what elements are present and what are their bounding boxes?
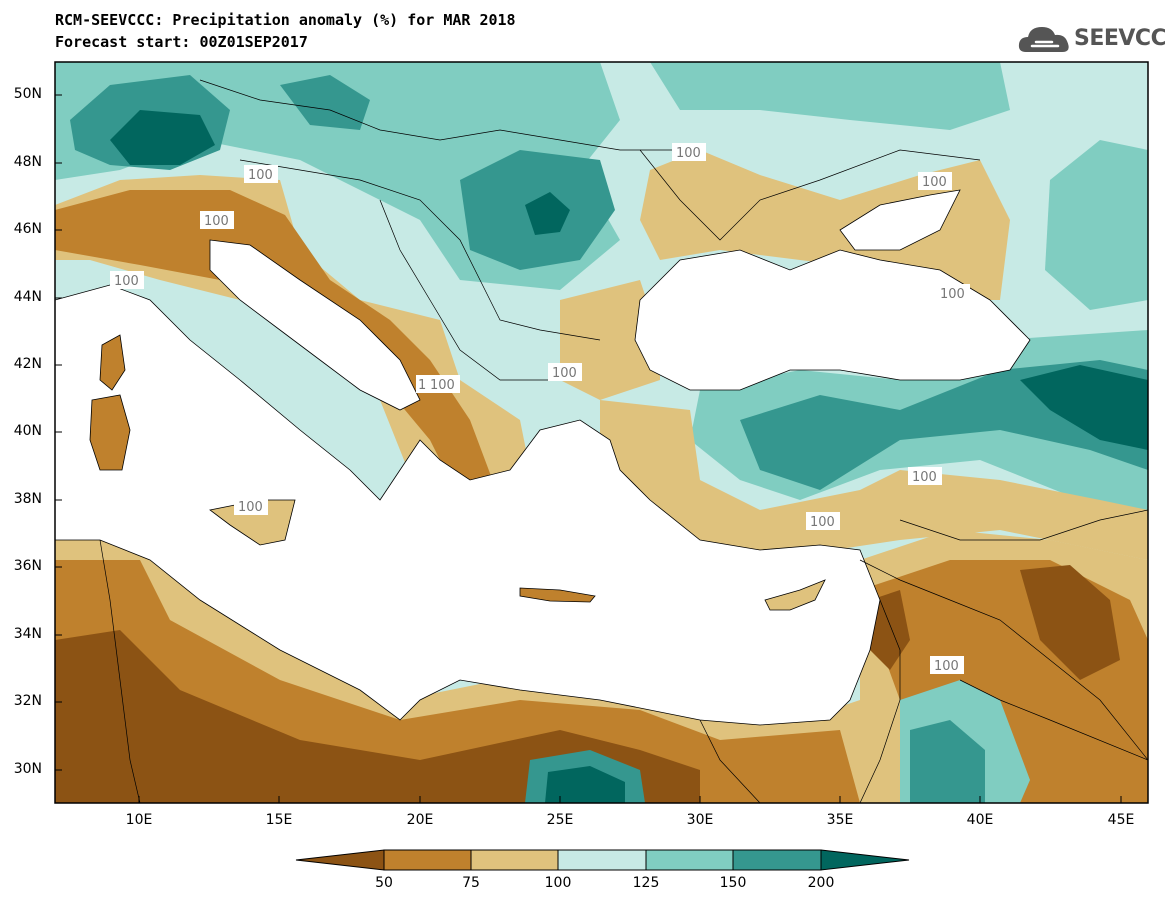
lat-label: 48N [13,154,42,170]
crete-island [519,587,596,603]
contour-label: 100 [114,274,139,289]
map-title: RCM-SEEVCCC: Precipitation anomaly (%) f… [55,11,516,29]
lon-label: 15E [265,812,293,828]
contour-label: 100 [912,470,937,485]
lat-label: 40N [13,423,42,439]
contour-label: 100 [676,146,701,161]
lat-label: 30N [13,761,42,777]
colorbar [295,849,910,871]
contour-labels: 100 100 100 100 100 100 100 100 100 100 … [110,143,970,674]
colorbar-label: 150 [719,875,747,891]
colorbar-segment-125-150 [645,849,734,871]
anomaly-region-wet-150 [910,720,985,803]
cloud-logo-icon [1018,27,1069,52]
colorbar-segment-100-125 [557,849,647,871]
anomaly-region-wet-200 [545,766,625,803]
contour-label: 100 [204,214,229,229]
lon-label: 25E [546,812,574,828]
lon-label: 30E [686,812,714,828]
forecast-start-label: Forecast start: 00Z01SEP2017 [55,33,308,51]
lat-label: 34N [13,626,42,642]
lat-label: 32N [13,693,42,709]
contour-label: 100 [552,366,577,381]
contour-label: 100 [810,515,835,530]
contour-label: 100 [248,168,273,183]
anomaly-region-dry-25 [1020,565,1120,680]
lat-label: 38N [13,491,42,507]
colorbar-segment-150-200 [732,849,822,871]
lat-label: 44N [13,289,42,305]
colorbar-label: 50 [375,875,393,891]
contour-label: 100 [922,175,947,190]
lat-label: 42N [13,356,42,372]
anomaly-region-wet-125 [650,62,1010,130]
lat-label: 46N [13,221,42,237]
contour-label: 100 [430,378,455,393]
lon-label: 35E [826,812,854,828]
lon-label: 10E [125,812,153,828]
seevccc-logo: SEEVCCC [1018,22,1165,56]
colorbar-label: 125 [632,875,660,891]
logo-text: SEEVCCC [1074,26,1165,51]
corsica-island [99,334,126,391]
adriatic-sea [209,239,421,411]
colorbar-segment-50-75 [383,849,472,871]
colorbar-label: 100 [544,875,572,891]
colorbar-segment-above-200 [820,849,910,871]
anomaly-region-wet-150 [280,75,370,130]
lat-label: 50N [13,86,42,102]
axis-ticks [55,94,1122,803]
lon-label: 40E [966,812,994,828]
country-borders [99,79,1148,803]
anomaly-region-wet-200 [1020,365,1148,450]
cyprus-island [764,579,826,611]
colorbar-segment-75-100 [470,849,559,871]
contour-label: 100 [238,500,263,515]
anomaly-region-wet-125 [1045,140,1148,310]
sardinia-island [89,394,131,471]
colorbar-label: 200 [807,875,835,891]
mediterranean-sea [55,284,881,726]
black-sea [634,249,1031,391]
anomaly-region-dry-75 [600,400,1148,560]
lon-label: 20E [406,812,434,828]
sea-of-azov [839,189,961,251]
anomaly-region-wet-200 [525,192,570,235]
contour-label: 100 [940,287,965,302]
anomaly-region-dry-75 [640,150,1010,300]
colorbar-segment-below-50 [295,849,385,871]
contour-label: 100 [934,659,959,674]
anomaly-region-dry-75 [560,280,660,400]
lat-label: 36N [13,558,42,574]
anomaly-region-wet-200 [110,110,215,165]
lon-label: 45E [1107,812,1135,828]
colorbar-label: 75 [462,875,480,891]
